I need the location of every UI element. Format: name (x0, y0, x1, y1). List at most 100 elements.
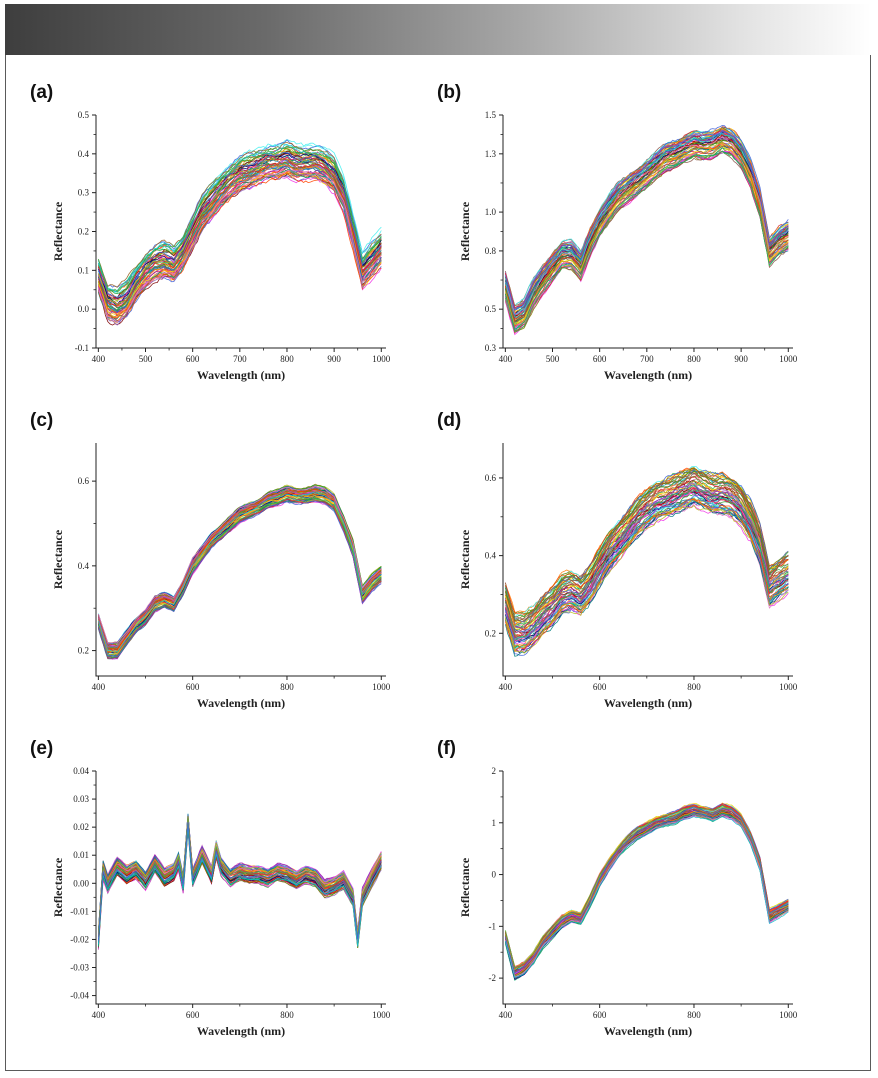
x-tick-label: 600 (186, 682, 200, 692)
spectra-chart-b: 400 500 600 700 800 900 1000 0.3 0.5 0.8 1.0 1.3 1.5… (458, 110, 798, 382)
axis-lines (95, 115, 386, 349)
x-axis-title: Wavelength (nm) (197, 696, 285, 710)
series-line (505, 499, 789, 648)
series-line (98, 499, 382, 660)
series-line (98, 818, 382, 938)
series-line (98, 489, 382, 648)
series-line (505, 489, 789, 638)
y-tick-label: 1 (492, 818, 497, 828)
y-axis-title: Reflectance (51, 857, 65, 917)
y-tick-label: -0.04 (70, 991, 89, 1001)
x-tick-label: 500 (546, 354, 560, 364)
series-line (505, 813, 789, 978)
series-line (505, 145, 789, 323)
spectra-chart-c: 400 600 800 1000 0.2 0.4 0.6 Wavelength (nm) Ref… (51, 443, 391, 710)
series-line (505, 814, 789, 979)
x-tick-label: 800 (687, 354, 701, 364)
series-line (505, 806, 789, 974)
panel-label: (c) (30, 410, 54, 431)
x-tick-label: 700 (640, 354, 654, 364)
x-tick-label: 1000 (372, 682, 391, 692)
spectra-chart-d: 400 600 800 1000 0.2 0.4 0.6 Wavelength (nm) Ref… (458, 443, 798, 710)
axis-lines (95, 443, 386, 677)
y-tick-label: 0.3 (78, 188, 90, 198)
panel-b: (b) 400 500 600 700 800 900 1000 0.3 0.5 0.8 1.0 1.… (437, 82, 857, 392)
x-tick-label: 400 (499, 354, 513, 364)
y-tick-label: 0.2 (78, 646, 89, 656)
y-axis-title: Reflectance (51, 529, 65, 589)
y-tick-label: 0 (492, 870, 497, 880)
series-line (98, 161, 382, 312)
y-tick-label: 2 (492, 766, 497, 776)
y-tick-label: 0.02 (73, 822, 89, 832)
series-line (505, 132, 789, 318)
series-line (505, 812, 789, 978)
series-line (505, 502, 789, 652)
x-tick-label: 900 (734, 354, 748, 364)
series-line (505, 808, 789, 974)
series-line (505, 814, 789, 978)
x-tick-label: 900 (327, 354, 341, 364)
axis-lines (502, 771, 793, 1005)
y-tick-label: 1.5 (485, 110, 497, 120)
y-tick-label: -1 (489, 921, 497, 931)
series-line (505, 482, 789, 635)
series-line (98, 145, 382, 292)
x-tick-label: 800 (280, 1010, 294, 1020)
y-tick-label: -2 (489, 973, 497, 983)
series-line (98, 498, 382, 658)
y-tick-label: 0.3 (485, 343, 497, 353)
series-line (505, 130, 789, 316)
y-tick-label: 0.4 (485, 551, 497, 561)
series-line (505, 130, 789, 311)
x-tick-label: 400 (92, 354, 106, 364)
figure-frame (5, 55, 871, 1071)
series-line (505, 812, 789, 979)
series-line (98, 161, 382, 314)
x-tick-label: 400 (499, 1010, 513, 1020)
series-line (505, 471, 789, 620)
panel-c: (c) 400 600 800 1000 0.2 0.4 0.6 Wavelength (nm… (30, 410, 450, 720)
axis-lines (502, 115, 793, 349)
series-line (98, 500, 382, 658)
y-tick-label: 0.01 (73, 850, 89, 860)
y-tick-label: 0.0 (78, 304, 90, 314)
y-tick-label: 0.4 (78, 561, 90, 571)
series-line (98, 492, 382, 653)
y-tick-label: 0.2 (485, 628, 496, 638)
header-bar (5, 4, 871, 55)
series-line (505, 133, 789, 316)
series-line (98, 816, 382, 935)
series-line (98, 827, 382, 947)
series-line (505, 470, 789, 618)
series-line (505, 816, 789, 978)
panel-label: (f) (437, 738, 456, 759)
series-line (98, 141, 382, 288)
y-tick-label: -0.01 (70, 906, 89, 916)
x-axis-title: Wavelength (nm) (197, 368, 285, 382)
series-line (98, 828, 382, 949)
series-line (505, 468, 789, 621)
y-tick-label: 0.04 (73, 766, 89, 776)
y-tick-label: 1.3 (485, 149, 497, 159)
y-tick-label: -0.1 (75, 343, 89, 353)
y-tick-label: 0.1 (78, 265, 89, 275)
x-tick-label: 600 (186, 1010, 200, 1020)
series-line (98, 822, 382, 942)
x-axis-title: Wavelength (nm) (604, 1024, 692, 1038)
series-line (98, 828, 382, 947)
y-tick-label: 0.8 (485, 246, 497, 256)
series-line (98, 164, 382, 315)
x-tick-label: 800 (280, 354, 294, 364)
y-tick-label: 0.03 (73, 794, 89, 804)
series-line (505, 150, 789, 333)
x-tick-label: 800 (280, 682, 294, 692)
series-line (98, 501, 382, 660)
series-line (505, 814, 789, 980)
panel-f: (f) 400 600 800 1000 -2 -1 0 1 2 Wavelength (nm) R… (437, 738, 857, 1048)
x-tick-label: 1000 (779, 354, 798, 364)
y-tick-label: 0.5 (78, 110, 90, 120)
x-tick-label: 400 (92, 682, 106, 692)
x-tick-label: 500 (139, 354, 153, 364)
series-line (98, 147, 382, 293)
